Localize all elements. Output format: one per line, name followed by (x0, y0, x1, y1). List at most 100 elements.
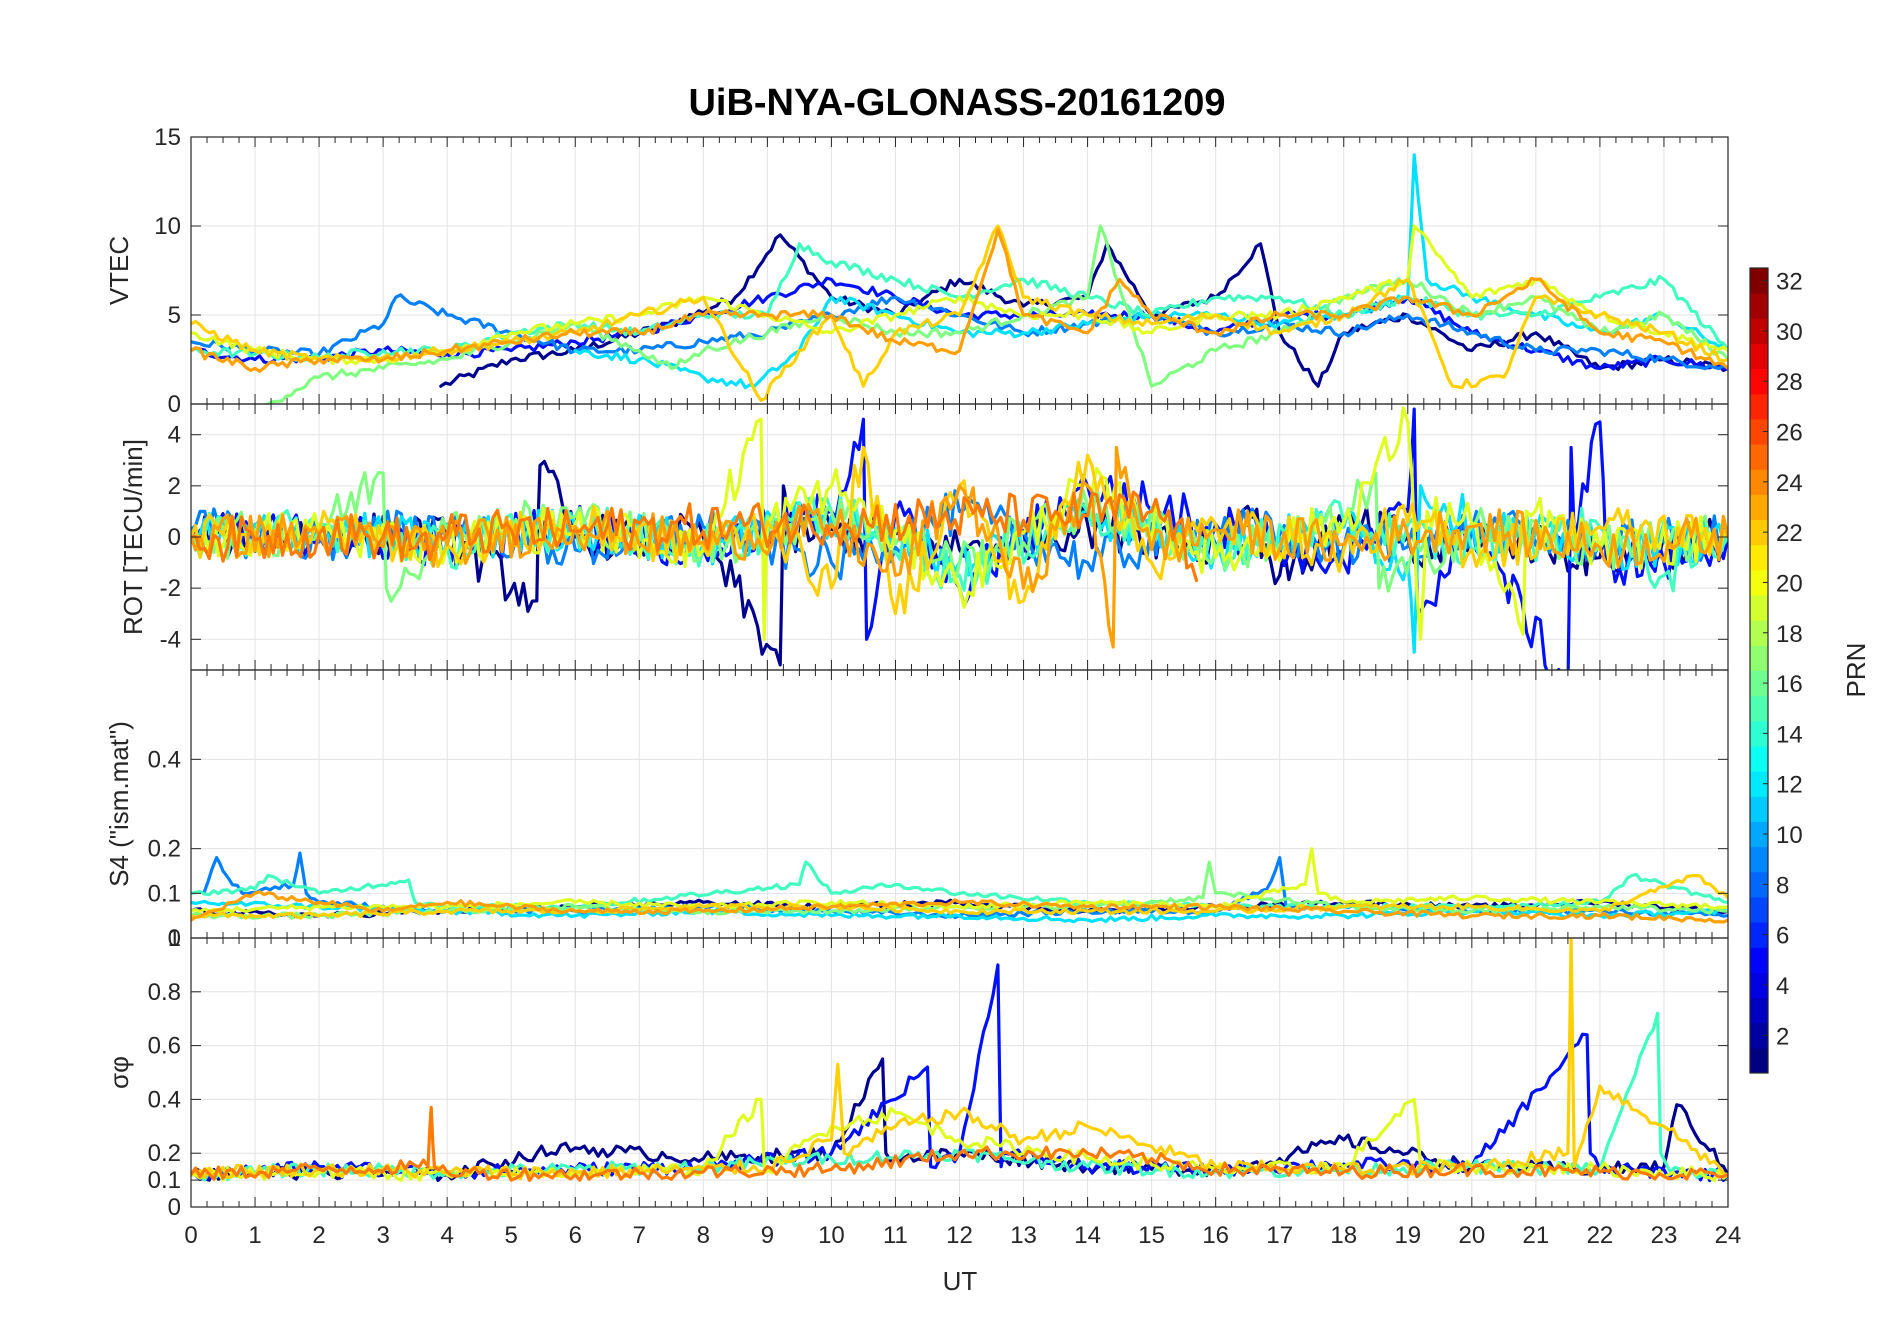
x-tick-label: 7 (633, 1222, 646, 1249)
x-tick-label: 18 (1330, 1222, 1357, 1249)
colorbar-segment (1750, 469, 1768, 495)
x-tick-label: 0 (184, 1222, 197, 1249)
colorbar-segment (1750, 796, 1768, 822)
y-tick-label: 10 (154, 213, 181, 240)
x-tick-label: 2 (312, 1222, 325, 1249)
colorbar-tick-label: 4 (1776, 973, 1789, 1000)
series-prn-24 (191, 1105, 1728, 1182)
x-tick-label: 1 (248, 1222, 261, 1249)
ticks-sigma (190, 937, 1729, 1208)
x-tick-label: 19 (1394, 1222, 1421, 1249)
y-tick-label: -2 (160, 575, 181, 602)
y-axis-label-s4: S4 ("ism.mat") (104, 721, 134, 887)
colorbar-segment (1750, 519, 1768, 546)
colorbar-segment (1750, 595, 1768, 621)
traces-rot (191, 406, 1728, 670)
y-tick-label: 0 (168, 524, 181, 551)
y-tick-label: 0.8 (148, 979, 181, 1006)
colorbar-segment (1750, 620, 1768, 646)
y-tick-label: 1 (168, 925, 181, 952)
colorbar-tick-label: 18 (1776, 621, 1803, 648)
series-prn-23 (191, 445, 1728, 649)
y-tick-label: 0.6 (148, 1033, 181, 1060)
series-prn-23 (191, 890, 1728, 924)
series-prn-23 (191, 228, 1728, 373)
y-tick-label: 0 (168, 1194, 181, 1221)
colorbar-segment (1750, 695, 1768, 722)
x-tick-label: 21 (1523, 1222, 1550, 1249)
colorbar-segment (1750, 745, 1768, 772)
colorbar-tick-label: 28 (1776, 369, 1803, 396)
y-tick-label: 0.4 (148, 746, 181, 773)
colorbar-segment (1750, 418, 1768, 445)
panel-vtec: 0 5 10 15 VTEC (104, 124, 1729, 418)
x-tick-label: 6 (569, 1222, 582, 1249)
traces-sigma (191, 938, 1728, 1183)
y-tick-label: 15 (154, 124, 181, 151)
x-tick-label: 13 (1010, 1222, 1037, 1249)
y-axis-label-sigma: σφ (104, 1056, 134, 1089)
x-tick-label: 22 (1587, 1222, 1614, 1249)
x-tick-label: 20 (1458, 1222, 1485, 1249)
colorbar-segment (1750, 645, 1768, 671)
x-tick-label: 4 (440, 1222, 453, 1249)
colorbar-frame (1749, 267, 1769, 1074)
colorbar-tick-label: 14 (1776, 721, 1803, 748)
y-tick-label: 5 (168, 302, 181, 329)
colorbar-tick-label: 30 (1776, 319, 1803, 346)
y-tick-label: 0 (168, 925, 181, 952)
colorbar-tick-label: 16 (1776, 671, 1803, 698)
colorbar-segment (1750, 871, 1768, 898)
colorbar-tick-label: 8 (1776, 872, 1789, 899)
colorbar-segment (1750, 494, 1768, 521)
series-prn-19 (191, 847, 1728, 914)
colorbar-segment (1750, 972, 1768, 999)
colorbar-segment (1750, 569, 1768, 596)
y-tick-label: 0.2 (148, 836, 181, 863)
y-tick-label: 0.4 (148, 1086, 181, 1113)
ticks-s4 (190, 670, 1729, 939)
y-tick-label: 0 (168, 391, 181, 418)
ticks-rot (190, 404, 1729, 670)
colorbar-segment (1750, 997, 1768, 1024)
x-tick-label: 5 (505, 1222, 518, 1249)
grid-sigma (191, 938, 1728, 1207)
colorbar-tick-label: 22 (1776, 520, 1803, 547)
x-tick-label: 11 (883, 1222, 908, 1249)
y-tick-label: 0.1 (148, 880, 181, 907)
x-tick-label: 8 (697, 1222, 710, 1249)
colorbar-segment (1750, 947, 1768, 973)
colorbar-segment (1750, 393, 1768, 420)
x-tick-label: 12 (946, 1222, 973, 1249)
colorbar-segment (1750, 268, 1768, 294)
x-tick-label: 14 (1074, 1222, 1101, 1249)
colorbar-label: PRN (1841, 643, 1871, 698)
colorbar-segment (1750, 771, 1768, 797)
colorbar-tick-label: 10 (1776, 822, 1803, 849)
colorbar-tick-label: 32 (1776, 269, 1803, 296)
colorbar-tick-label: 26 (1776, 420, 1803, 447)
colorbar-segment (1750, 544, 1768, 571)
x-tick-label: 10 (818, 1222, 845, 1249)
colorbar-segment (1750, 922, 1768, 948)
colorbar-tick-label: 2 (1776, 1023, 1789, 1050)
colorbar-tick-label: 6 (1776, 923, 1789, 950)
y-tick-label: 2 (168, 473, 181, 500)
series-prn-16 (191, 471, 1728, 603)
x-axis-label: UT (943, 1266, 978, 1296)
colorbar-segment (1750, 343, 1768, 370)
colorbar-tick-label: 24 (1776, 470, 1803, 497)
colorbar-segment (1750, 720, 1768, 747)
traces-vtec (191, 153, 1728, 404)
colorbar-segment (1750, 444, 1768, 470)
x-tick-label: 15 (1138, 1222, 1165, 1249)
y-tick-label: 4 (168, 422, 181, 449)
x-tick-label: 23 (1651, 1222, 1678, 1249)
colorbar-segment (1750, 670, 1768, 697)
colorbar-segment (1750, 293, 1768, 319)
colorbar-segment (1750, 896, 1768, 923)
colorbar-segment (1750, 1022, 1768, 1049)
